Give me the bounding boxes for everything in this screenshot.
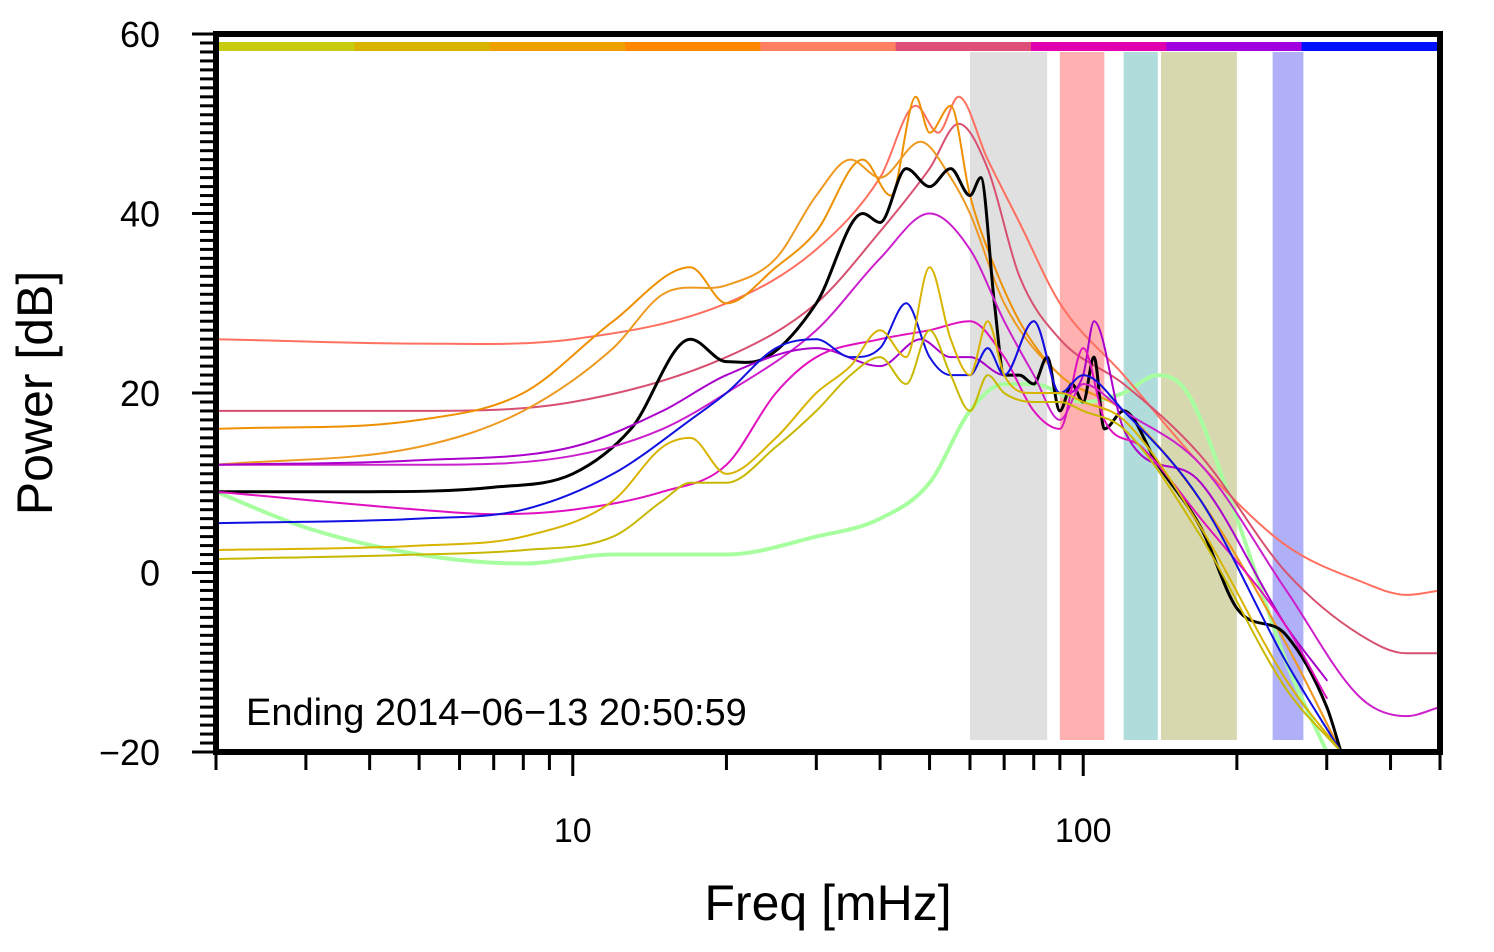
annotation-ending-time: Ending 2014−06−13 20:50:59 (246, 692, 747, 734)
series-layer (216, 95, 1440, 752)
series-line-10 (216, 302, 1343, 752)
series-line-3 (216, 122, 1440, 655)
time-strip-segment (1031, 42, 1167, 51)
y-tick-label: 60 (120, 14, 160, 55)
time-strip-segment (760, 42, 897, 51)
time-strip-segment (895, 42, 1032, 51)
time-color-strip (219, 42, 1438, 51)
time-strip-segment (354, 42, 491, 51)
y-tick-label: −20 (99, 732, 160, 773)
time-strip-segment (489, 42, 626, 51)
series-line-9 (216, 320, 1328, 700)
y-tick-label: 20 (120, 373, 160, 414)
y-axis-title: Power [dB] (7, 271, 63, 516)
x-tick-label: 100 (1055, 812, 1112, 850)
time-strip-segment (219, 42, 355, 51)
series-line-11 (216, 266, 1343, 752)
time-strip-segment (625, 42, 761, 51)
time-strip-segment (1166, 42, 1303, 51)
frequency-band-5 (1272, 52, 1304, 740)
series-line-1 (216, 373, 1329, 752)
y-tick-label: 0 (140, 553, 160, 594)
x-axis-title: Freq [mHz] (704, 875, 951, 931)
series-line-2 (216, 95, 1440, 596)
time-strip-segment (1301, 42, 1438, 51)
series-line-8 (216, 320, 1328, 682)
frequency-band-4 (1160, 52, 1237, 740)
plot-frame (213, 31, 1443, 755)
y-tick-label: 40 (120, 194, 160, 235)
y-axis: −20 0 20 40 60 (99, 14, 215, 773)
x-axis: 10 100 (214, 754, 1442, 850)
series-line-7 (216, 212, 1440, 718)
x-tick-label: 10 (554, 812, 592, 850)
series-line-12 (216, 329, 1343, 752)
